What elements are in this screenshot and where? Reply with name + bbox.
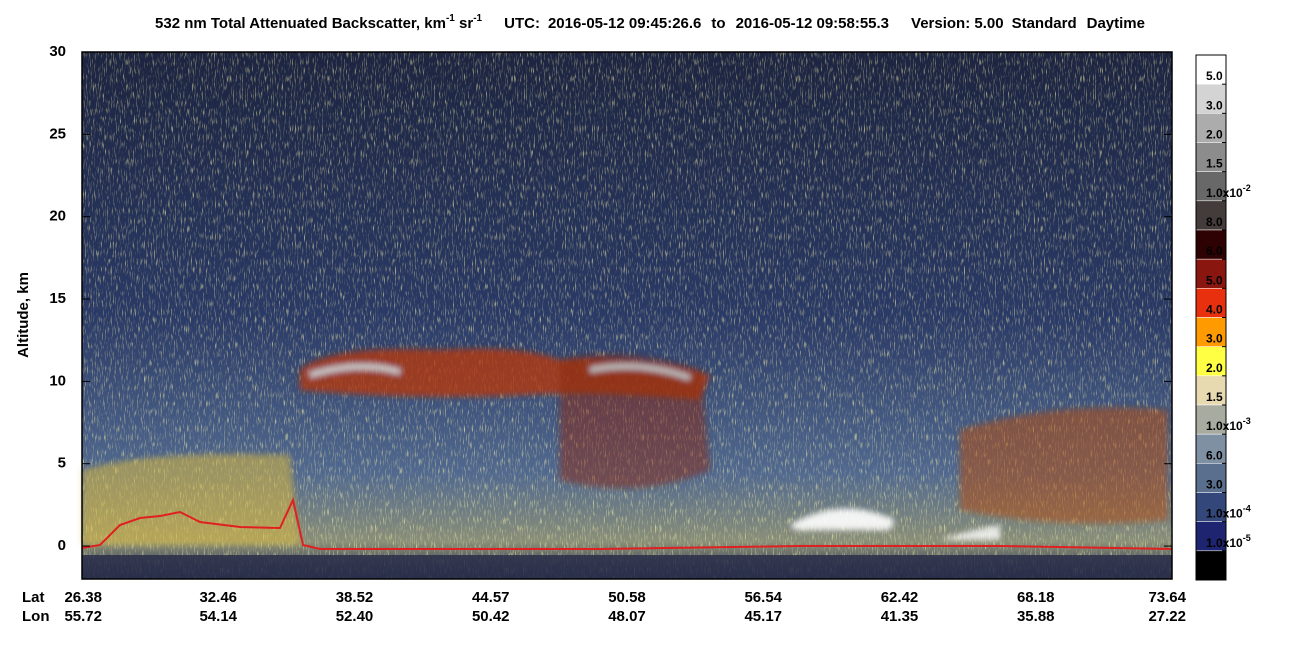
colorbar-label-text: 6.0 [1206,244,1223,258]
colorbar-label: 3.0 [1206,99,1223,113]
colorbar-label-text: 4.0 [1206,303,1223,317]
y-tick-label: 15 [49,290,66,307]
y-tick-label: 10 [49,372,66,389]
colorbar-swatch [1195,492,1227,522]
colorbar-label: 1.0x10-2 [1206,183,1251,200]
y-tick-label: 30 [49,43,66,60]
colorbar-label-text: 1.0x10 [1206,186,1243,200]
x-tick-label: 38.52 [336,589,374,606]
y-tick-label: 25 [49,125,66,142]
x-tick-label: 62.42 [881,589,919,606]
y-axis-label: Altitude, km [15,272,32,358]
colorbar-label-text: 3.0 [1206,99,1223,113]
colorbar-label-text: 1.0x10 [1206,507,1243,521]
x-tick-label: 56.54 [744,589,782,606]
y-tick-label: 20 [49,208,66,225]
colorbar-label: 1.5 [1206,390,1223,404]
x-tick-label: 35.88 [1017,608,1055,625]
colorbar-label-text: 1.0x10 [1206,536,1243,550]
x-row-name: Lat [22,589,45,606]
colorbar-swatch [1195,288,1227,318]
colorbar-label: 4.0 [1206,303,1223,317]
colorbar-label: 1.0x10-4 [1206,504,1251,521]
title-part: -1 [473,13,482,24]
colorbar-label: 6.0 [1206,449,1223,463]
title-daytime: Daytime [1087,15,1145,32]
x-tick-label: 26.38 [64,589,102,606]
x-tick-label: 68.18 [1017,589,1055,606]
x-tick-label: 32.46 [199,589,237,606]
colorbar-label-exp: -2 [1243,183,1251,193]
title-end: 2016-05-12 09:58:55.3 [736,15,889,32]
title-part: -1 [446,13,455,24]
title-start: 2016-05-12 09:45:26.6 [548,15,701,32]
x-tick-label: 45.17 [744,608,782,625]
colorbar-label: 2.0 [1206,128,1223,142]
colorbar-label: 8.0 [1206,215,1223,229]
colorbar-label-text: 5.0 [1206,69,1223,83]
plot-frame [81,51,1173,580]
x-tick-label: 41.35 [881,608,919,625]
colorbar-label-text: 5.0 [1206,274,1223,288]
colorbar-label-text: 2.0 [1206,361,1223,375]
x-tick-label: 50.42 [472,608,510,625]
title-product: Standard [1012,15,1077,32]
curtain-image [81,52,1173,579]
x-tick-label: 27.22 [1148,608,1186,625]
x-tick-label: 50.58 [608,589,646,606]
colorbar-label: 5.0 [1206,274,1223,288]
colorbar-label-text: 6.0 [1206,449,1223,463]
colorbar-swatch [1195,433,1227,464]
y-tick-label: 0 [58,537,66,554]
colorbar-label-text: 2.0 [1206,128,1223,142]
title-version: Version: 5.00 [911,15,1004,32]
colorbar-label-text: 1.0x10 [1206,419,1243,433]
title-to: to [711,15,725,32]
colorbar-label: 3.0 [1206,478,1223,492]
x-tick-label: 54.14 [199,608,237,625]
colorbar-label-text: 3.0 [1206,478,1223,492]
title-part: 532 nm Total Attenuated Backscatter, km [155,15,446,32]
colorbar-label-text: 3.0 [1206,332,1223,346]
colorbar-label: 1.0x10-3 [1206,417,1251,434]
colorbar-label-text: 8.0 [1206,215,1223,229]
colorbar-swatch [1195,521,1227,552]
title-utc-label: UTC: [504,15,540,32]
x-tick-label: 52.40 [336,608,374,625]
colorbar-label-text: 1.5 [1206,390,1223,404]
colorbar-label: 1.5 [1206,157,1223,171]
colorbar-label-exp: -5 [1243,533,1251,543]
colorbar-label: 5.0 [1206,69,1223,83]
colorbar-swatch [1195,171,1227,202]
x-tick-label: 73.64 [1148,589,1186,606]
x-tick-label: 44.57 [472,589,510,606]
x-tick-label: 48.07 [608,608,646,625]
colorbar-swatch [1195,463,1227,493]
colorbar-swatch [1195,229,1227,260]
colorbar-label-text: 1.5 [1206,157,1223,171]
colorbar-label: 6.0 [1206,244,1223,258]
x-tick-label: 55.72 [64,608,102,625]
colorbar-label: 1.0x10-5 [1206,533,1251,550]
title-part: sr [455,15,474,32]
chart-title: 532 nm Total Attenuated Backscatter, km-… [155,13,1145,32]
colorbar-label: 2.0 [1206,361,1223,375]
colorbar-swatch [1195,550,1227,581]
colorbar-label-exp: -4 [1243,504,1251,514]
colorbar-label: 3.0 [1206,332,1223,346]
x-row-name: Lon [22,608,50,625]
colorbar-label-exp: -3 [1243,417,1251,427]
y-tick-label: 5 [58,455,66,472]
